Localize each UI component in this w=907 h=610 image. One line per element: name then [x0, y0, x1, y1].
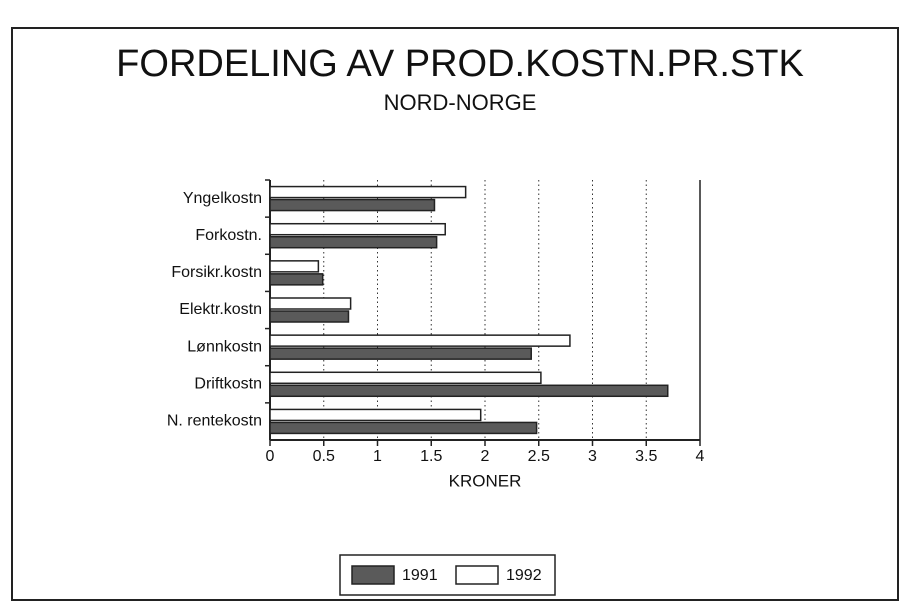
legend-label: 1991	[402, 567, 438, 584]
bar	[269, 421, 538, 435]
y-tick-label: Forkostn.	[195, 227, 262, 244]
bar	[269, 198, 436, 212]
y-tick-label: Driftkostn	[194, 376, 262, 393]
bar	[269, 371, 542, 385]
legend-swatch	[455, 565, 499, 585]
bar	[269, 185, 467, 199]
x-tick-label: 4	[696, 448, 705, 465]
bar	[269, 222, 446, 236]
legend-swatch	[351, 565, 395, 585]
x-tick-label: 0.5	[313, 448, 335, 465]
bar	[269, 408, 482, 422]
bar	[269, 347, 532, 360]
chart-subtitle: NORD-NORGE	[384, 90, 537, 115]
x-tick-label: 3.5	[635, 448, 657, 465]
x-tick-label: 3	[588, 448, 597, 465]
y-tick-label: N. rentekostn	[167, 413, 262, 430]
bar	[269, 310, 350, 323]
legend-label: 1992	[506, 567, 542, 584]
bar	[269, 384, 669, 398]
bar	[269, 260, 320, 273]
y-tick-label: Elektr.kostn	[179, 301, 262, 318]
x-tick-label: 2.5	[528, 448, 550, 465]
y-tick-label: Yngelkostn	[183, 190, 262, 207]
bar	[269, 273, 324, 286]
y-tick-label: Forsikr.kostn	[171, 264, 262, 281]
x-tick-label: 1.5	[420, 448, 442, 465]
frame	[11, 27, 899, 601]
x-tick-label: 0	[266, 448, 275, 465]
x-tick-label: 2	[481, 448, 490, 465]
bar	[269, 235, 438, 249]
y-tick-label: Lønnkostn	[187, 338, 262, 355]
bar	[269, 334, 571, 347]
x-tick-label: 1	[373, 448, 382, 465]
x-axis-label: KRONER	[449, 471, 522, 490]
chart-title: FORDELING AV PROD.KOSTN.PR.STK	[116, 43, 804, 85]
bar	[269, 297, 352, 310]
